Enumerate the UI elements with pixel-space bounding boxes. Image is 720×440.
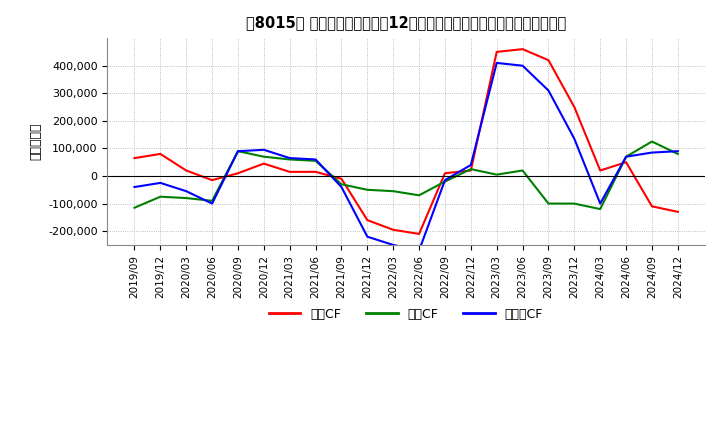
営業CF (622, 160, 631, 165)
営業CF (570, 104, 579, 110)
営業CF (647, 204, 656, 209)
営業CF (156, 151, 165, 157)
営業CF (311, 169, 320, 175)
投資CF (415, 193, 423, 198)
営業CF (208, 177, 217, 183)
投資CF (441, 179, 449, 184)
投資CF (596, 206, 605, 212)
投資CF (518, 168, 527, 173)
営業CF (596, 168, 605, 173)
投資CF (130, 205, 139, 210)
投資CF (647, 139, 656, 144)
フリーCF (208, 201, 217, 206)
フリーCF (518, 63, 527, 68)
営業CF (389, 227, 397, 232)
投資CF (492, 172, 501, 177)
投資CF (156, 194, 165, 199)
Line: 投資CF: 投資CF (135, 142, 678, 209)
Line: 営業CF: 営業CF (135, 49, 678, 234)
営業CF (363, 217, 372, 223)
投資CF (234, 149, 243, 154)
営業CF (673, 209, 682, 214)
Legend: 営業CF, 投資CF, フリーCF: 営業CF, 投資CF, フリーCF (264, 303, 548, 326)
営業CF (544, 58, 553, 63)
営業CF (518, 47, 527, 52)
フリーCF (673, 149, 682, 154)
投資CF (673, 151, 682, 157)
Title: ［8015］ キャッシュフローの12か月移動合計の対前年同期増減額の推移: ［8015］ キャッシュフローの12か月移動合計の対前年同期増減額の推移 (246, 15, 566, 30)
フリーCF (596, 201, 605, 206)
Line: フリーCF: フリーCF (135, 63, 678, 250)
営業CF (234, 171, 243, 176)
投資CF (337, 182, 346, 187)
Y-axis label: （百万円）: （百万円） (30, 123, 42, 160)
営業CF (467, 168, 475, 173)
フリーCF (441, 177, 449, 183)
投資CF (622, 154, 631, 159)
投資CF (259, 154, 268, 159)
投資CF (182, 195, 191, 201)
投資CF (467, 166, 475, 172)
営業CF (415, 231, 423, 237)
フリーCF (622, 154, 631, 159)
営業CF (337, 176, 346, 181)
営業CF (285, 169, 294, 175)
フリーCF (415, 248, 423, 253)
投資CF (544, 201, 553, 206)
営業CF (441, 171, 449, 176)
フリーCF (467, 162, 475, 168)
フリーCF (492, 60, 501, 66)
営業CF (130, 155, 139, 161)
投資CF (389, 188, 397, 194)
フリーCF (389, 242, 397, 248)
フリーCF (647, 150, 656, 155)
フリーCF (259, 147, 268, 152)
フリーCF (285, 155, 294, 161)
投資CF (363, 187, 372, 192)
投資CF (285, 157, 294, 162)
フリーCF (156, 180, 165, 186)
営業CF (492, 49, 501, 55)
フリーCF (337, 184, 346, 190)
フリーCF (544, 88, 553, 93)
フリーCF (234, 149, 243, 154)
フリーCF (130, 184, 139, 190)
投資CF (311, 158, 320, 164)
フリーCF (182, 188, 191, 194)
フリーCF (570, 136, 579, 141)
フリーCF (311, 157, 320, 162)
投資CF (208, 198, 217, 203)
営業CF (259, 161, 268, 166)
投資CF (570, 201, 579, 206)
営業CF (182, 168, 191, 173)
フリーCF (363, 234, 372, 239)
